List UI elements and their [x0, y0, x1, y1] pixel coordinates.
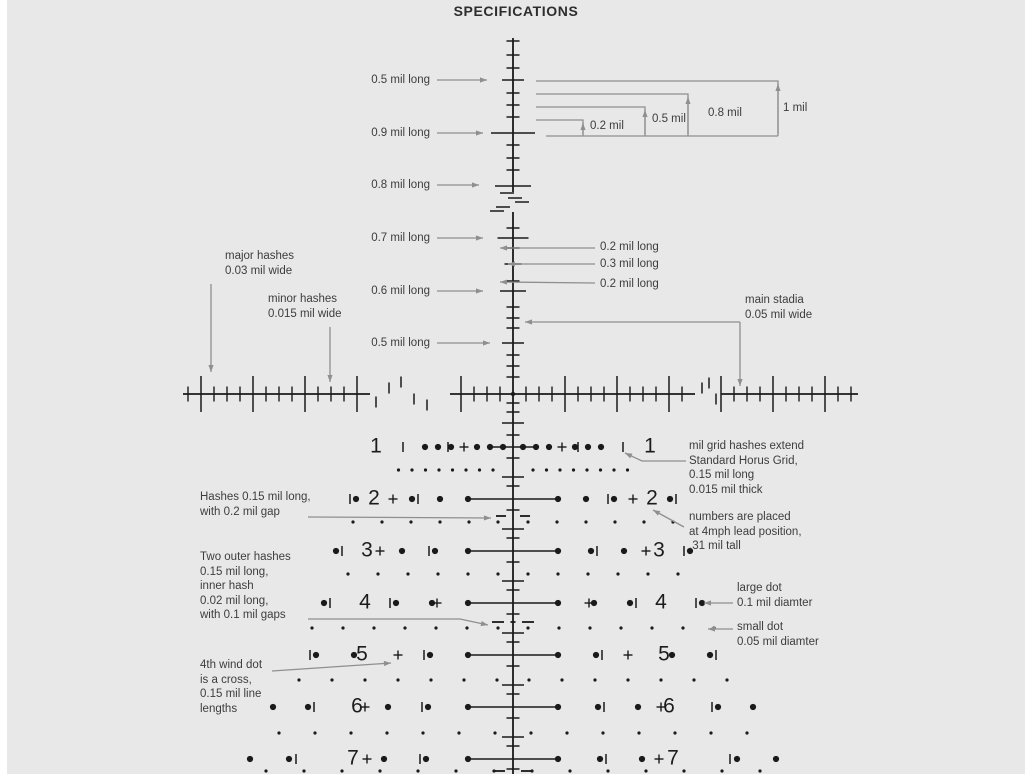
- annotation-connectors: [208, 77, 781, 672]
- label-hash-0_7-mil-long: 0.7 mil long: [371, 232, 430, 244]
- label-hash-0_5-mil-long-top: 0.5 mil long: [371, 74, 430, 86]
- row-number-left-6: 6: [351, 694, 363, 718]
- label-hash-0_5-mil-long-bottom: 0.5 mil long: [371, 337, 430, 349]
- row-number-left-1: 1: [370, 434, 382, 458]
- label-hash-0_6-mil-long: 0.6 mil long: [371, 285, 430, 297]
- dimension-0_2-mil: 0.2 mil: [590, 120, 624, 132]
- page-margin-left: [0, 0, 7, 774]
- row-number-right-2: 2: [646, 486, 658, 510]
- label-hashes-gap: Hashes 0.15 mil long, with 0.2 mil gap: [200, 491, 311, 518]
- hash-ticks: [187, 40, 852, 770]
- page-title: SPECIFICATIONS: [453, 3, 579, 19]
- stadia-lines: [183, 38, 858, 774]
- row-number-right-7: 7: [667, 746, 679, 770]
- dimension-0_5-mil: 0.5 mil: [652, 113, 686, 125]
- gap-hash-rows: [492, 515, 534, 772]
- row-number-right-1: 1: [644, 434, 656, 458]
- row-number-right-6: 6: [663, 694, 675, 718]
- label-hash-0_2-mil-long-lower: 0.2 mil long: [600, 278, 659, 290]
- label-4th-wind-dot: 4th wind dot is a cross, 0.15 mil line l…: [200, 659, 263, 715]
- row-number-left-4: 4: [359, 590, 371, 614]
- label-major-hashes: major hashes 0.03 mil wide: [225, 250, 295, 277]
- row-number-left-7: 7: [347, 746, 359, 770]
- page-margin-right: [1025, 0, 1032, 774]
- row-number-left-5: 5: [356, 642, 368, 666]
- label-hash-0_2-mil-long-upper: 0.2 mil long: [600, 241, 659, 253]
- row-number-left-3: 3: [361, 538, 373, 562]
- label-two-outer-hashes: Two outer hashes 0.15 mil long, inner ha…: [200, 551, 291, 621]
- row-number-right-4: 4: [655, 590, 667, 614]
- label-hash-0_3-mil-long: 0.3 mil long: [600, 258, 659, 270]
- label-main-stadia: main stadia 0.05 mil wide: [745, 294, 813, 321]
- label-numbers-placement: numbers are placed at 4mph lead position…: [689, 511, 802, 552]
- label-small-dot: small dot 0.05 mil diamter: [737, 621, 819, 648]
- row-number-right-3: 3: [653, 538, 665, 562]
- row-number-left-2: 2: [368, 486, 380, 510]
- dimension-0_8-mil: 0.8 mil: [708, 107, 742, 119]
- row-number-right-5: 5: [658, 642, 670, 666]
- label-large-dot: large dot 0.1 mil diamter: [737, 582, 813, 609]
- label-hash-0_8-mil-long: 0.8 mil long: [371, 179, 430, 191]
- label-hash-0_9-mil-long: 0.9 mil long: [371, 127, 430, 139]
- label-mil-grid-hashes: mil grid hashes extend Standard Horus Gr…: [689, 440, 805, 496]
- line-break-marks: [375, 192, 717, 411]
- label-minor-hashes: minor hashes 0.015 mil wide: [268, 293, 342, 320]
- wind-dot-rows: [246, 442, 780, 764]
- dimension-1-mil: 1 mil: [783, 102, 808, 114]
